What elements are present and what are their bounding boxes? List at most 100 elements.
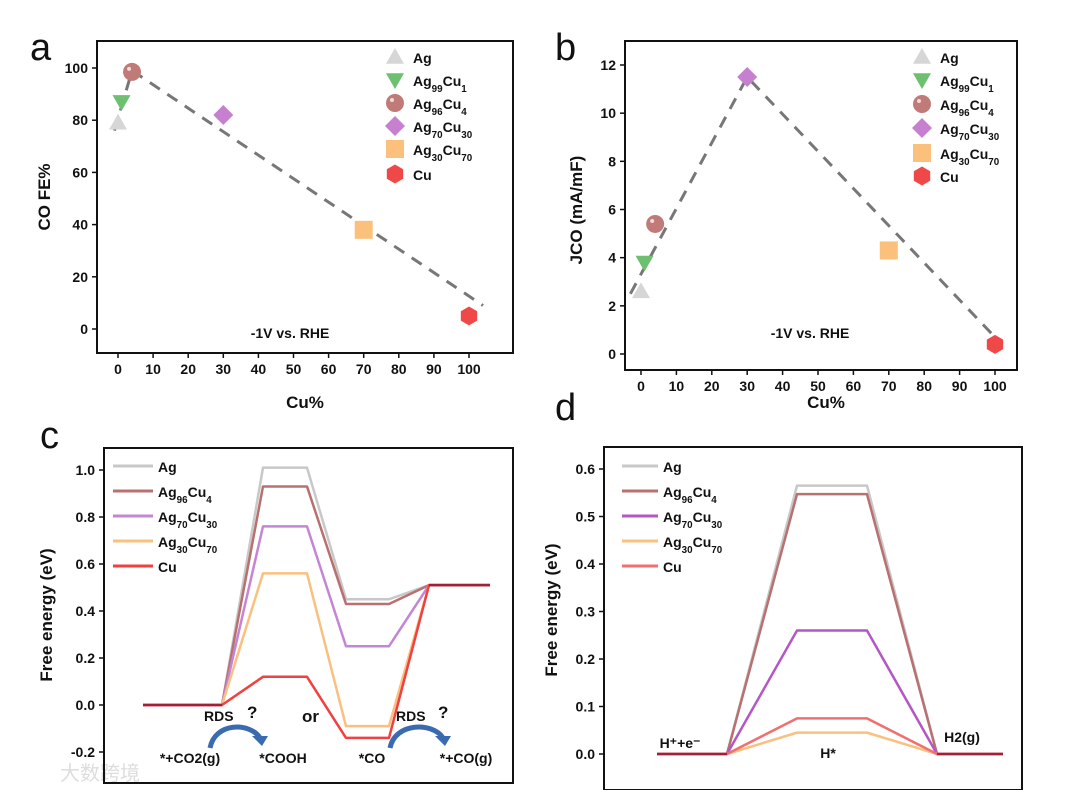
data-point-ag99cu1 [635,255,654,272]
y-tick-label: 0.0 [576,746,596,762]
condition-annotation: -1V vs. RHE [251,325,330,341]
watermark: 大数跨境 [60,762,140,785]
legend-label: Cu [413,167,432,183]
panel-d: d 0.0 0.1 0.2 0.3 0.4 0.5 0.6 Free energy (eV) Ag… [542,387,1003,762]
legend-marker-ag99cu1 [913,73,931,89]
x-tick-label: 50 [810,378,826,394]
legend-label: Ag [158,459,177,475]
legend-label: Ag96Cu4 [413,96,467,118]
legend-label: Ag30Cu70 [940,146,1000,168]
data-point-ag96cu4-highlight [650,218,655,223]
state-label: *CO [359,750,386,766]
legend-label: Ag30Cu70 [663,534,723,556]
x-tick-label: 80 [916,378,932,394]
y-tick-label: 0.6 [576,461,596,477]
legend-label: Cu [663,559,682,575]
x-tick-label: 100 [983,378,1007,394]
y-axis-title: Free energy (eV) [542,543,561,676]
y-tick-label: 0.4 [76,603,96,619]
energy-line-cu [143,583,490,740]
data-point-ag30cu70 [354,220,373,239]
panel-a: a 0 20 40 60 80 100 CO FE% 0 10 20 30 40 50 60 70 80 90 10… [30,27,484,412]
y-tick-label: 0.0 [76,697,96,713]
x-tick-label: 10 [145,361,161,377]
x-tick-label: 30 [739,378,755,394]
plot-frame-d [603,446,1023,790]
y-tick-label: 6 [608,202,616,218]
question-mark: ? [438,703,448,722]
y-tick-label: 80 [72,112,88,128]
state-label: H* [820,745,836,761]
x-tick-label: 50 [286,361,302,377]
legend-marker-cu [386,164,404,184]
x-tick-label: 0 [637,378,645,394]
x-tick-label: 90 [952,378,968,394]
x-tick-label: 20 [180,361,196,377]
y-tick-label: 8 [608,153,616,169]
legend-marker-ag30cu70 [913,144,931,162]
legend-label: Cu [158,559,177,575]
legend-label: Ag70Cu30 [663,509,723,531]
legend-label: Ag70Cu30 [413,119,473,141]
question-mark: ? [247,703,257,722]
energy-line-ag96cu4 [143,485,490,707]
legend-marker-ag [386,48,404,64]
legend-label: Ag96Cu4 [663,484,717,506]
data-point-ag30cu70 [879,241,898,260]
state-label: H⁺+e⁻ [660,735,701,751]
trend-line [629,74,997,339]
state-label: *+CO2(g) [160,750,220,766]
or-label: or [302,707,319,726]
condition-annotation: -1V vs. RHE [771,325,850,341]
y-tick-label: 0 [80,321,88,337]
panel-label-c: c [40,415,59,457]
data-point-ag70cu30 [213,104,234,125]
legend-label: Ag96Cu4 [158,484,212,506]
legend-label: Cu [940,169,959,185]
plot-frame-a [96,40,514,354]
x-tick-label: 20 [704,378,720,394]
x-tick-label: 40 [775,378,791,394]
y-tick-label: 0.8 [76,509,96,525]
data-point-cu [460,306,478,326]
y-axis-title: CO FE% [35,163,54,230]
y-tick-label: 0 [608,346,616,362]
x-tick-label: 100 [457,361,481,377]
x-tick-label: 40 [251,361,267,377]
x-tick-label: 60 [321,361,337,377]
data-point-ag99cu1 [112,95,131,111]
x-tick-label: 70 [881,378,897,394]
y-tick-label: 0.1 [576,699,596,715]
y-tick-label: 0.5 [576,509,596,525]
curved-arrow-icon [207,724,263,749]
y-tick-label: 0.4 [576,556,596,572]
x-tick-label: 30 [216,361,232,377]
legend-marker-ag96cu4 [386,94,404,112]
y-tick-label: 40 [72,217,88,233]
legend-label: Ag99Cu1 [413,73,467,95]
x-tick-label: 90 [426,361,442,377]
y-tick-label: 0.2 [76,650,96,666]
panel-label-d: d [555,387,576,429]
state-label: H2(g) [944,729,980,745]
x-tick-label: 0 [114,361,122,377]
data-point-ag96cu4 [646,214,665,233]
legend-label: Ag70Cu30 [158,509,218,531]
legend-marker-ag [913,48,931,64]
data-point-ag70cu30 [737,67,758,88]
rds-label: RDS [396,708,426,724]
y-tick-label: -0.2 [71,744,95,760]
y-tick-label: 0.6 [76,556,96,572]
legend-label: Ag [940,50,959,66]
data-point-ag [109,113,127,130]
y-tick-label: 4 [608,250,616,266]
legend-label: Ag96Cu4 [940,97,994,119]
data-point-ag [632,282,650,299]
legend-marker-ag96cu4-highlight [917,99,921,103]
legend-label: Ag70Cu30 [940,121,1000,143]
plot-frame-b [624,40,1018,371]
data-point-ag96cu4 [123,62,142,81]
x-axis-title: Cu% [286,393,324,412]
x-tick-label: 70 [356,361,372,377]
plot-frame-c [103,447,514,784]
